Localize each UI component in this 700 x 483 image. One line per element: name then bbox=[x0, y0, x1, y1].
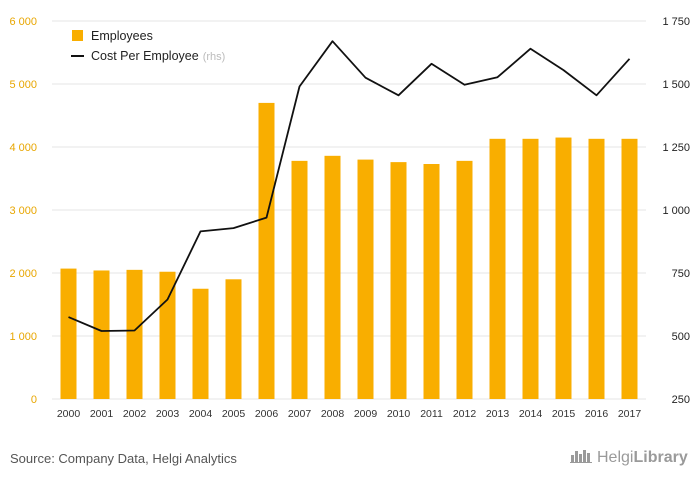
cost-per-employee-line bbox=[68, 40, 631, 332]
legend: Employees Cost Per Employee (rhs) bbox=[71, 29, 225, 63]
right-tick-label: 750 bbox=[672, 268, 690, 280]
bar-2015 bbox=[555, 137, 572, 400]
left-tick-label: 6 000 bbox=[9, 16, 37, 28]
bar-2013 bbox=[489, 138, 506, 399]
left-axis-ticks: 0 1 000 2 000 3 000 4 000 5 000 6 000 bbox=[9, 16, 37, 406]
legend-label-employees: Employees bbox=[91, 29, 153, 43]
right-tick-label: 250 bbox=[672, 394, 690, 406]
x-tick-label: 2011 bbox=[420, 408, 443, 420]
x-tick-label: 2015 bbox=[552, 408, 576, 420]
bar-2000 bbox=[60, 268, 77, 399]
left-tick-label: 4 000 bbox=[9, 142, 37, 154]
right-tick-label: 1 750 bbox=[662, 16, 690, 28]
bar-2012 bbox=[456, 160, 473, 399]
x-tick-label: 2006 bbox=[255, 408, 279, 420]
x-tick-label: 2017 bbox=[618, 408, 642, 420]
x-tick-label: 2007 bbox=[288, 408, 312, 420]
bar-2011 bbox=[423, 164, 440, 399]
bar-2017 bbox=[621, 138, 638, 399]
right-tick-label: 1 500 bbox=[662, 79, 690, 91]
x-tick-label: 2014 bbox=[519, 408, 543, 420]
right-tick-label: 1 000 bbox=[662, 205, 690, 217]
bar-2014 bbox=[522, 138, 539, 399]
bar-2001 bbox=[93, 270, 110, 399]
logo-text-library: Library bbox=[633, 449, 688, 466]
left-tick-label: 3 000 bbox=[9, 205, 37, 217]
x-tick-label: 2003 bbox=[156, 408, 180, 420]
x-tick-label: 2010 bbox=[387, 408, 411, 420]
legend-label-cost-per-employee: Cost Per Employee (rhs) bbox=[91, 49, 225, 63]
bar-2004 bbox=[192, 288, 209, 399]
bar-2008 bbox=[324, 155, 341, 399]
x-tick-label: 2009 bbox=[354, 408, 378, 420]
legend-label-rhs: (rhs) bbox=[203, 51, 226, 63]
x-axis-ticks: 2000 2001 2002 2003 2004 2005 2006 2007 2008 2009… bbox=[57, 408, 642, 420]
right-axis-ticks: 250 500 750 1 000 1 250 1 500 1 750 bbox=[662, 16, 690, 406]
bar-2010 bbox=[390, 162, 407, 399]
helgi-library-logo: HelgiLibrary bbox=[570, 449, 688, 467]
x-tick-label: 2013 bbox=[486, 408, 510, 420]
left-tick-label: 2 000 bbox=[9, 268, 37, 280]
left-tick-label: 5 000 bbox=[9, 79, 37, 91]
x-tick-label: 2002 bbox=[123, 408, 147, 420]
bar-2016 bbox=[588, 138, 605, 399]
bar-2003 bbox=[159, 271, 176, 399]
chart: 0 1 000 2 000 3 000 4 000 5 000 6 000 250 500 75… bbox=[9, 16, 690, 420]
bar-2006 bbox=[258, 102, 275, 400]
x-tick-label: 2012 bbox=[453, 408, 477, 420]
x-tick-label: 2005 bbox=[222, 408, 246, 420]
legend-swatch-employees bbox=[72, 30, 83, 41]
x-tick-label: 2016 bbox=[585, 408, 609, 420]
x-tick-label: 2004 bbox=[189, 408, 213, 420]
x-tick-label: 2000 bbox=[57, 408, 81, 420]
gridlines bbox=[52, 20, 646, 400]
bar-2005 bbox=[225, 279, 242, 399]
logo-text-helgi: Helgi bbox=[597, 449, 634, 466]
cost-per-employee-series bbox=[68, 40, 631, 332]
right-tick-label: 1 250 bbox=[662, 142, 690, 154]
legend-label-cost-per-employee-name: Cost Per Employee bbox=[91, 49, 199, 63]
right-tick-label: 500 bbox=[672, 331, 690, 343]
x-tick-label: 2008 bbox=[321, 408, 345, 420]
left-tick-label: 0 bbox=[31, 394, 37, 406]
bar-2002 bbox=[126, 269, 143, 399]
buildings-icon bbox=[570, 450, 592, 463]
bar-2007 bbox=[291, 160, 308, 399]
x-tick-label: 2001 bbox=[90, 408, 114, 420]
source-note: Source: Company Data, Helgi Analytics bbox=[10, 451, 237, 466]
bar-2009 bbox=[357, 159, 374, 399]
left-tick-label: 1 000 bbox=[9, 331, 37, 343]
